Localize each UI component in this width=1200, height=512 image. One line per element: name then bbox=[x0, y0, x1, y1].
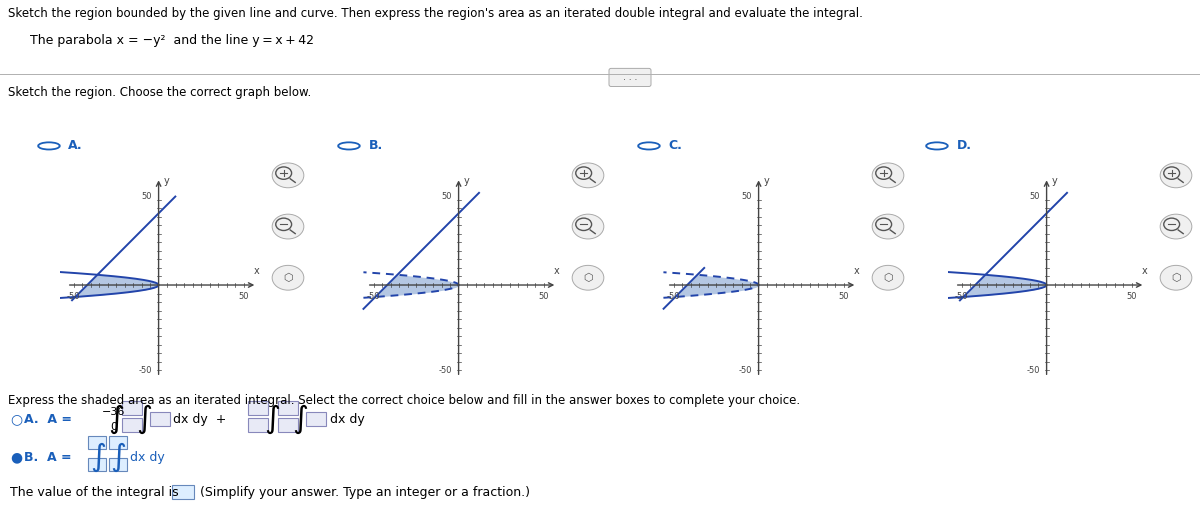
FancyBboxPatch shape bbox=[150, 412, 170, 426]
Text: ∫: ∫ bbox=[90, 442, 106, 472]
Text: -50: -50 bbox=[1026, 366, 1039, 375]
Text: 50: 50 bbox=[742, 192, 751, 201]
Text: y: y bbox=[163, 176, 169, 186]
FancyBboxPatch shape bbox=[109, 458, 127, 471]
Text: 50: 50 bbox=[539, 292, 548, 301]
Text: A.  A =: A. A = bbox=[24, 413, 72, 425]
Text: ∫: ∫ bbox=[292, 404, 308, 434]
Text: D.: D. bbox=[956, 139, 972, 153]
Text: ∫: ∫ bbox=[110, 442, 126, 472]
FancyBboxPatch shape bbox=[278, 401, 298, 415]
Circle shape bbox=[272, 163, 304, 188]
Text: ○: ○ bbox=[10, 412, 22, 426]
Text: 50: 50 bbox=[239, 292, 248, 301]
FancyBboxPatch shape bbox=[278, 418, 298, 432]
FancyBboxPatch shape bbox=[109, 436, 127, 449]
Text: 50: 50 bbox=[1030, 192, 1039, 201]
Text: -50: -50 bbox=[138, 366, 152, 375]
Text: ∫: ∫ bbox=[108, 404, 124, 434]
Text: ⬡: ⬡ bbox=[883, 273, 893, 283]
Circle shape bbox=[572, 214, 604, 239]
Text: B.: B. bbox=[368, 139, 383, 153]
Circle shape bbox=[572, 163, 604, 188]
FancyBboxPatch shape bbox=[248, 418, 268, 432]
FancyBboxPatch shape bbox=[172, 485, 194, 499]
Text: ⬡: ⬡ bbox=[1171, 273, 1181, 283]
Text: 50: 50 bbox=[839, 292, 848, 301]
Text: x: x bbox=[254, 266, 259, 276]
Text: Express the shaded area as an iterated integral. Select the correct choice below: Express the shaded area as an iterated i… bbox=[8, 394, 800, 407]
Circle shape bbox=[872, 163, 904, 188]
Text: 50: 50 bbox=[442, 192, 452, 201]
FancyBboxPatch shape bbox=[610, 69, 650, 87]
Circle shape bbox=[872, 214, 904, 239]
Text: 0: 0 bbox=[110, 422, 118, 432]
Text: x: x bbox=[854, 266, 859, 276]
FancyBboxPatch shape bbox=[88, 436, 106, 449]
Text: dx dy: dx dy bbox=[330, 413, 365, 425]
Circle shape bbox=[1160, 265, 1192, 290]
Text: The value of the integral is: The value of the integral is bbox=[10, 485, 179, 499]
Text: y: y bbox=[1051, 176, 1057, 186]
Text: ∫: ∫ bbox=[136, 404, 152, 434]
Text: A.: A. bbox=[68, 139, 83, 153]
Text: The parabola x = −y²  and the line y = x + 42: The parabola x = −y² and the line y = x … bbox=[30, 34, 314, 47]
Text: -50: -50 bbox=[438, 366, 452, 375]
Text: y: y bbox=[463, 176, 469, 186]
Circle shape bbox=[1160, 163, 1192, 188]
Text: (Simplify your answer. Type an integer or a fraction.): (Simplify your answer. Type an integer o… bbox=[200, 485, 530, 499]
Text: 50: 50 bbox=[1127, 292, 1136, 301]
Circle shape bbox=[1160, 214, 1192, 239]
FancyBboxPatch shape bbox=[122, 418, 142, 432]
Text: -50: -50 bbox=[738, 366, 751, 375]
Text: Sketch the region. Choose the correct graph below.: Sketch the region. Choose the correct gr… bbox=[8, 87, 311, 99]
Text: −36: −36 bbox=[102, 407, 126, 417]
Circle shape bbox=[272, 214, 304, 239]
FancyBboxPatch shape bbox=[88, 458, 106, 471]
Circle shape bbox=[272, 265, 304, 290]
Text: . . .: . . . bbox=[623, 73, 637, 82]
Text: y: y bbox=[763, 176, 769, 186]
Text: Sketch the region bounded by the given line and curve. Then express the region's: Sketch the region bounded by the given l… bbox=[8, 7, 863, 20]
Text: ∫: ∫ bbox=[264, 404, 280, 434]
Text: ●: ● bbox=[10, 450, 22, 464]
Text: -50: -50 bbox=[67, 292, 80, 301]
Text: ⬡: ⬡ bbox=[283, 273, 293, 283]
Text: -50: -50 bbox=[955, 292, 968, 301]
FancyBboxPatch shape bbox=[306, 412, 326, 426]
Text: ⬡: ⬡ bbox=[583, 273, 593, 283]
Text: -50: -50 bbox=[667, 292, 680, 301]
Text: x: x bbox=[554, 266, 559, 276]
Text: 50: 50 bbox=[142, 192, 152, 201]
Circle shape bbox=[872, 265, 904, 290]
Text: dx dy: dx dy bbox=[130, 451, 164, 463]
FancyBboxPatch shape bbox=[248, 401, 268, 415]
FancyBboxPatch shape bbox=[122, 401, 142, 415]
Text: B.  A =: B. A = bbox=[24, 451, 72, 463]
Text: -50: -50 bbox=[367, 292, 380, 301]
Circle shape bbox=[572, 265, 604, 290]
Text: C.: C. bbox=[668, 139, 683, 153]
Text: dx dy  +: dx dy + bbox=[173, 413, 227, 425]
Text: x: x bbox=[1142, 266, 1147, 276]
